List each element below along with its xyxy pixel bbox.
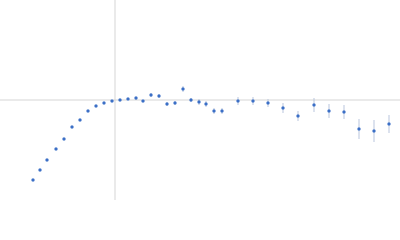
- point: [281, 106, 285, 110]
- point: [94, 104, 98, 108]
- point: [54, 147, 58, 151]
- point: [141, 99, 145, 103]
- point: [134, 96, 138, 100]
- point: [342, 110, 346, 114]
- chart: [0, 0, 400, 200]
- point: [165, 102, 169, 106]
- point: [372, 129, 376, 133]
- point: [266, 101, 270, 105]
- point: [78, 118, 82, 122]
- point: [189, 98, 193, 102]
- point: [31, 178, 35, 182]
- point: [126, 97, 130, 101]
- point: [86, 109, 90, 113]
- point: [251, 99, 255, 103]
- point: [62, 137, 66, 141]
- point: [181, 87, 185, 91]
- point: [38, 168, 42, 172]
- point: [110, 99, 114, 103]
- point: [197, 100, 201, 104]
- point: [118, 98, 122, 102]
- point: [149, 93, 153, 97]
- point: [157, 94, 161, 98]
- point: [173, 101, 177, 105]
- point: [102, 101, 106, 105]
- point: [220, 109, 224, 113]
- point: [70, 125, 74, 129]
- point: [312, 103, 316, 107]
- point: [387, 122, 391, 126]
- point: [204, 102, 208, 106]
- point: [296, 114, 300, 118]
- point: [236, 99, 240, 103]
- point: [212, 109, 216, 113]
- point: [45, 158, 49, 162]
- point: [327, 109, 331, 113]
- point: [357, 127, 361, 131]
